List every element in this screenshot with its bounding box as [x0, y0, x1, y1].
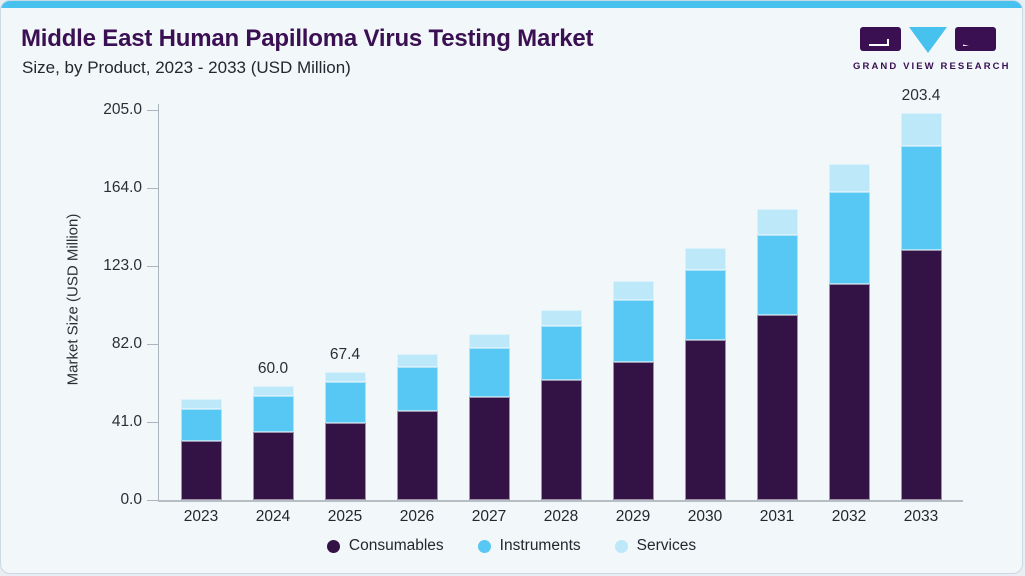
- x-tick-label-2030: 2030: [687, 508, 723, 525]
- y-tick-label: 82.0: [111, 335, 142, 352]
- logo-r-block-icon: [955, 27, 996, 51]
- bar-segment-services-2028: [540, 309, 582, 327]
- y-tick: [147, 110, 158, 111]
- bar-segment-consumables-2031: [756, 314, 798, 500]
- legend-label: Consumables: [348, 537, 444, 554]
- bar-segment-consumables-2033: [900, 250, 942, 500]
- bar-segment-services-2024: [252, 385, 294, 397]
- logo-text: GRAND VIEW RESEARCH: [853, 61, 1011, 72]
- bar-segment-instruments-2024: [252, 396, 294, 432]
- logo-v-triangle-icon: [909, 27, 947, 53]
- x-tick-label-2027: 2027: [471, 508, 507, 525]
- bar-total-label-2033: 203.4: [901, 87, 941, 105]
- x-tick-label-2026: 2026: [399, 508, 435, 525]
- y-tick: [147, 422, 158, 423]
- legend-item-consumables: Consumables: [326, 537, 444, 555]
- legend-dot-icon: [614, 539, 628, 553]
- x-tick-label-2029: 2029: [615, 508, 651, 525]
- bar-segment-instruments-2028: [540, 326, 582, 381]
- bar-segment-consumables-2029: [612, 361, 654, 500]
- y-tick: [147, 500, 158, 501]
- top-accent-strip: [1, 1, 1022, 8]
- bar-segment-services-2025: [324, 371, 366, 383]
- bar-segment-instruments-2026: [396, 367, 438, 411]
- bar-segment-services-2029: [612, 280, 654, 301]
- legend-dot-icon: [477, 539, 491, 553]
- legend-dot-icon: [326, 539, 340, 553]
- bar-segment-instruments-2027: [468, 347, 510, 398]
- legend-label: Services: [636, 537, 697, 554]
- y-axis-line: [158, 104, 159, 502]
- bar-total-label-2024: 60.0: [257, 359, 289, 377]
- y-tick-label: 0.0: [120, 491, 142, 508]
- bar-segment-instruments-2025: [324, 382, 366, 424]
- bar-segment-instruments-2031: [756, 234, 798, 315]
- bar-segment-consumables-2023: [180, 440, 222, 500]
- bar-segment-instruments-2032: [828, 192, 870, 285]
- chart-legend: Consumables Instruments Services: [1, 537, 1022, 555]
- page-subtitle: Size, by Product, 2023 - 2033 (USD Milli…: [22, 58, 351, 77]
- gvr-logo: GRAND VIEW RESEARCH: [853, 27, 1011, 72]
- y-tick-label: 164.0: [103, 179, 142, 196]
- x-tick-label-2023: 2023: [183, 508, 219, 525]
- x-axis-baseline: [158, 500, 963, 502]
- y-tick: [147, 344, 158, 345]
- bar-segment-consumables-2030: [684, 340, 726, 500]
- bar-segment-services-2032: [828, 164, 870, 193]
- bar-segment-services-2033: [900, 113, 942, 146]
- bar-segment-services-2026: [396, 354, 438, 368]
- legend-item-instruments: Instruments: [477, 537, 581, 555]
- logo-g-block-icon: [860, 27, 901, 51]
- y-tick-label: 205.0: [103, 101, 142, 118]
- bar-segment-consumables-2026: [396, 410, 438, 500]
- x-tick-label-2033: 2033: [903, 508, 939, 525]
- x-tick-label-2025: 2025: [327, 508, 363, 525]
- bar-segment-consumables-2025: [324, 423, 366, 500]
- bar-segment-consumables-2027: [468, 397, 510, 500]
- bar-segment-consumables-2024: [252, 431, 294, 500]
- x-tick-label-2024: 2024: [255, 508, 291, 525]
- bar-segment-instruments-2030: [684, 269, 726, 340]
- bar-segment-instruments-2033: [900, 145, 942, 250]
- x-tick-label-2032: 2032: [831, 508, 867, 525]
- legend-item-services: Services: [614, 537, 697, 555]
- bar-segment-instruments-2023: [180, 408, 222, 441]
- y-tick-label: 123.0: [103, 257, 142, 274]
- page-title: Middle East Human Papilloma Virus Testin…: [21, 25, 594, 52]
- bar-segment-services-2027: [468, 333, 510, 348]
- y-tick: [147, 188, 158, 189]
- x-tick-label-2031: 2031: [759, 508, 795, 525]
- bar-segment-consumables-2032: [828, 284, 870, 500]
- y-tick-label: 41.0: [111, 413, 142, 430]
- y-axis-title: Market Size (USD Million): [64, 213, 82, 386]
- bar-segment-consumables-2028: [540, 380, 582, 500]
- x-tick-label-2028: 2028: [543, 508, 579, 525]
- legend-label: Instruments: [499, 537, 581, 554]
- bar-segment-services-2030: [684, 248, 726, 270]
- bar-segment-services-2023: [180, 398, 222, 409]
- gvr-logo-icon: [853, 27, 1003, 55]
- bar-total-label-2025: 67.4: [329, 345, 361, 363]
- bar-segment-services-2031: [756, 209, 798, 235]
- bar-segment-instruments-2029: [612, 300, 654, 362]
- y-tick: [147, 266, 158, 267]
